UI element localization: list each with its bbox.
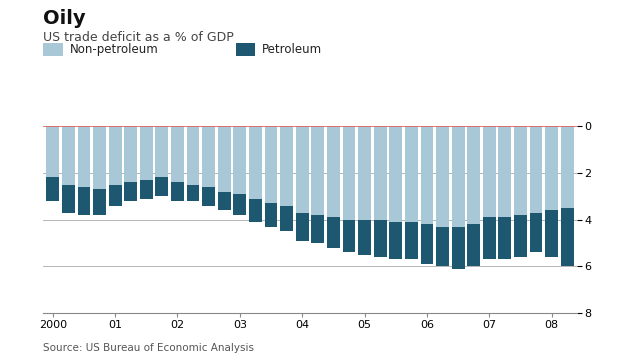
Bar	[343, 220, 355, 252]
Bar	[405, 126, 418, 222]
Bar	[311, 126, 324, 215]
Bar	[156, 126, 168, 177]
Bar	[389, 222, 402, 259]
Bar	[249, 126, 262, 198]
Bar	[280, 126, 293, 206]
Text: Oily: Oily	[43, 9, 86, 28]
Bar	[483, 217, 495, 259]
Bar	[46, 126, 59, 177]
Bar	[498, 217, 511, 259]
Bar	[436, 126, 449, 227]
Bar	[62, 126, 75, 184]
Bar	[358, 220, 371, 255]
Bar	[498, 126, 511, 217]
Bar	[561, 126, 574, 208]
Bar	[187, 184, 200, 201]
Bar	[452, 126, 464, 227]
Bar	[171, 126, 184, 182]
Bar	[467, 224, 480, 266]
Bar	[234, 194, 246, 215]
Bar	[202, 187, 215, 206]
Bar	[483, 126, 495, 217]
Bar	[327, 217, 340, 248]
Text: Non-petroleum: Non-petroleum	[69, 43, 158, 56]
Bar	[140, 126, 153, 180]
Bar	[93, 189, 106, 215]
Bar	[374, 126, 386, 220]
Bar	[202, 126, 215, 187]
Bar	[78, 187, 91, 215]
Bar	[234, 126, 246, 194]
Bar	[296, 212, 309, 240]
Bar	[343, 126, 355, 220]
Bar	[405, 222, 418, 259]
Bar	[62, 184, 75, 212]
Bar	[514, 215, 527, 257]
Bar	[420, 224, 433, 264]
Bar	[452, 227, 464, 269]
Bar	[265, 126, 277, 203]
Bar	[46, 177, 59, 201]
Bar	[280, 206, 293, 231]
Bar	[389, 126, 402, 222]
Bar	[265, 203, 277, 227]
Bar	[249, 198, 262, 222]
Text: Source: US Bureau of Economic Analysis: Source: US Bureau of Economic Analysis	[43, 343, 254, 353]
Bar	[187, 126, 200, 184]
Text: Petroleum: Petroleum	[262, 43, 322, 56]
Bar	[467, 126, 480, 224]
Bar	[561, 208, 574, 266]
Bar	[374, 220, 386, 257]
Bar	[108, 184, 122, 206]
Bar	[93, 126, 106, 189]
Bar	[545, 126, 558, 210]
Bar	[218, 192, 231, 210]
Bar	[296, 126, 309, 212]
Bar	[529, 126, 542, 212]
Bar	[156, 177, 168, 196]
Bar	[78, 126, 91, 187]
Bar	[125, 182, 137, 201]
Bar	[327, 126, 340, 217]
Bar	[125, 126, 137, 182]
Bar	[108, 126, 122, 184]
Bar	[358, 126, 371, 220]
Bar	[140, 180, 153, 198]
Bar	[171, 182, 184, 201]
Text: US trade deficit as a % of GDP: US trade deficit as a % of GDP	[43, 31, 234, 44]
Bar	[529, 212, 542, 252]
Bar	[545, 210, 558, 257]
Bar	[311, 215, 324, 243]
Bar	[514, 126, 527, 215]
Bar	[218, 126, 231, 192]
Bar	[420, 126, 433, 224]
Bar	[436, 227, 449, 266]
